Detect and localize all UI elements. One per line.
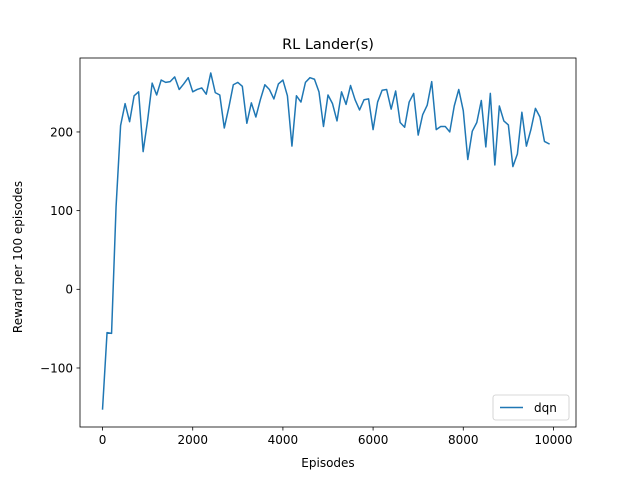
legend-label-dqn: dqn xyxy=(534,401,557,415)
y-tick-label: −100 xyxy=(40,361,73,375)
y-tick-label: 200 xyxy=(50,125,73,139)
x-tick-label: 2000 xyxy=(177,433,208,447)
x-tick-label: 6000 xyxy=(358,433,389,447)
y-axis-label: Reward per 100 episodes xyxy=(11,181,25,333)
series-line-dqn xyxy=(101,72,550,410)
x-tick-label: 8000 xyxy=(448,433,479,447)
x-tick-label: 4000 xyxy=(268,433,299,447)
y-tick-label: 100 xyxy=(50,204,73,218)
x-axis-label: Episodes xyxy=(301,456,354,470)
y-tick-label: 0 xyxy=(65,283,73,297)
chart-title: RL Lander(s) xyxy=(282,37,374,53)
x-tick-label: 10000 xyxy=(534,433,572,447)
legend: dqn xyxy=(492,394,570,421)
legend-box xyxy=(492,394,570,421)
plot-frame xyxy=(79,57,577,428)
x-tick-label: 0 xyxy=(99,433,107,447)
plot-layer: 0 2000 4000 6000 8000 10000 −100 0 100 200 dqn xyxy=(40,57,577,447)
